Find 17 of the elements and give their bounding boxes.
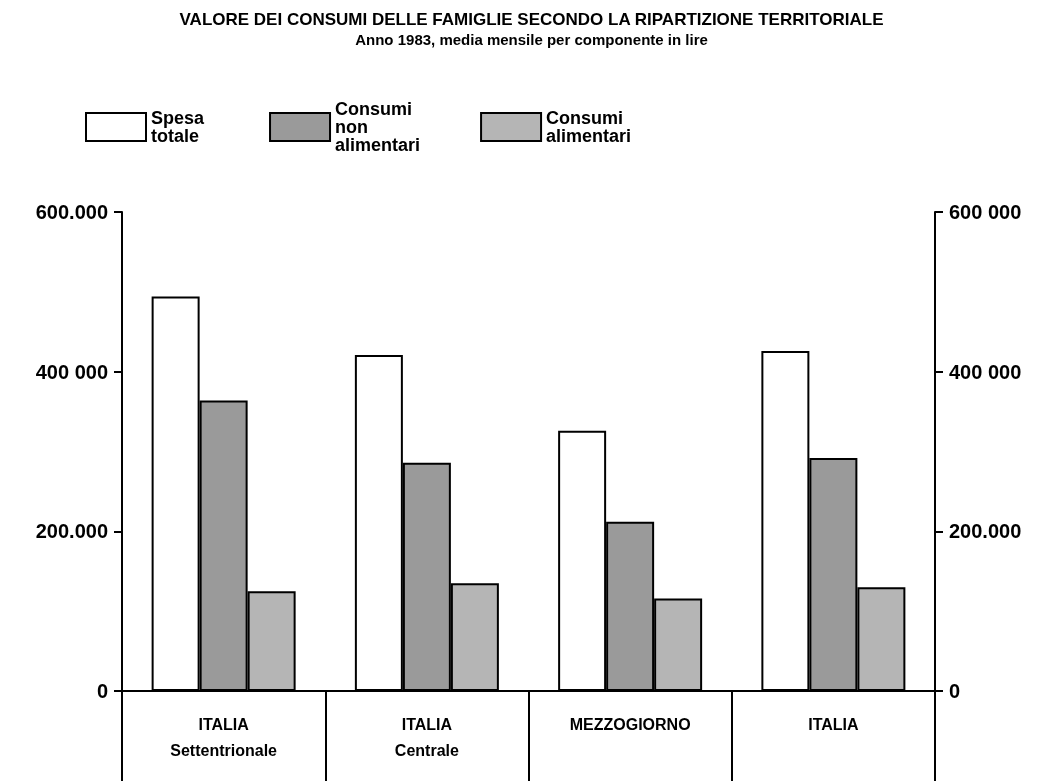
legend-label: Consumi non alimentari	[335, 99, 421, 155]
x-tick-label: ITALIA Settentrionale	[170, 715, 278, 759]
x-tick-label: MEZZOGIORNO	[569, 715, 691, 733]
y2-tick-label: 600 000	[949, 201, 1022, 223]
y2-tick-label: 0	[949, 680, 961, 702]
chart-title: VALORE DEI CONSUMI DELLE FAMIGLIE SECONDO LA RIPARTIZIONE TERRITORIALE	[179, 10, 884, 29]
legend-label: Spesa totale	[151, 108, 210, 146]
y-tick-label: 600.000	[35, 201, 108, 223]
y-tick-label: 400 000	[35, 360, 108, 383]
y2-tick-label: 200.000	[949, 520, 1022, 543]
chart-subtitle: Anno 1983, media mensile per componente in lire	[355, 31, 708, 48]
legend-label: Consumi alimentari	[546, 108, 632, 146]
y2-tick-label: 400 000	[949, 360, 1022, 383]
x-tick-label: ITALIA Centrale	[394, 715, 459, 759]
y-tick-label: 0	[96, 680, 108, 702]
y-tick-label: 200.000	[35, 520, 108, 543]
x-tick-label: ITALIA	[808, 715, 859, 733]
